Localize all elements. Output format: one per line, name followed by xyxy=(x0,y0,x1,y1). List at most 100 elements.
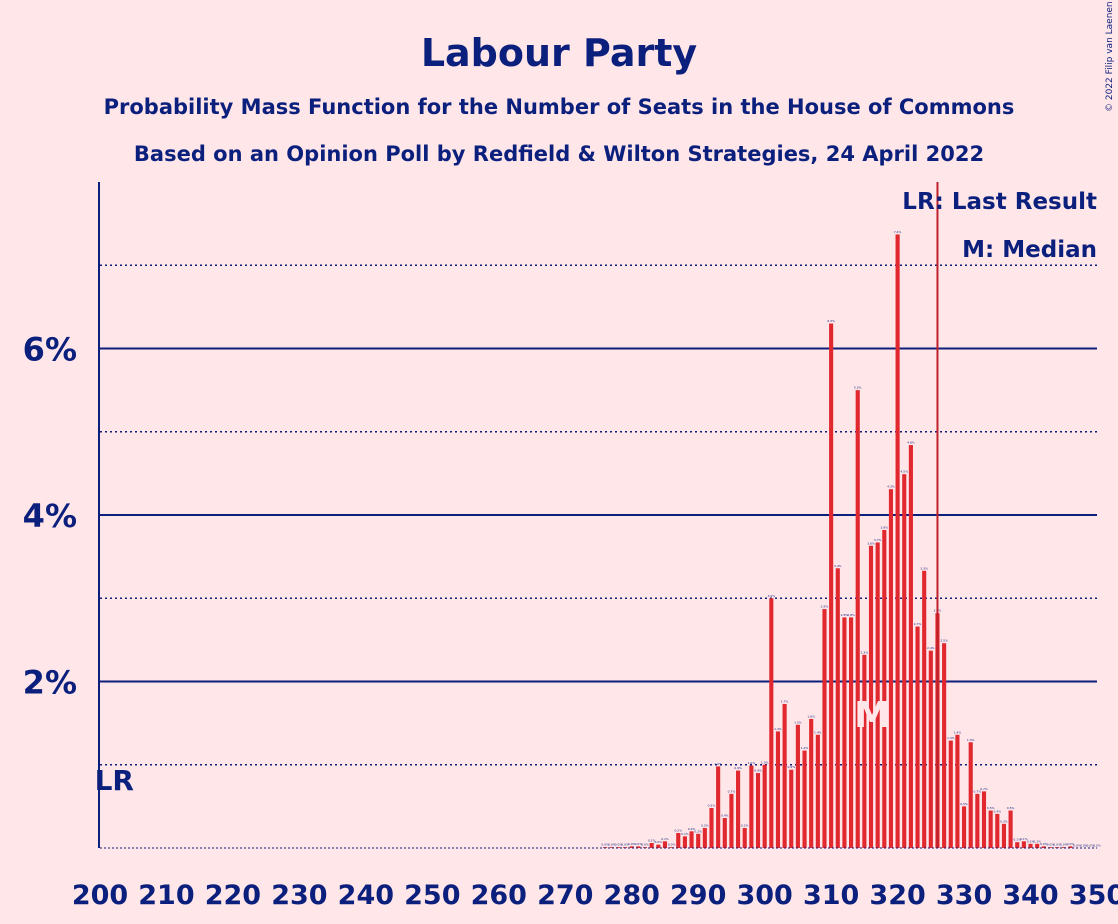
bar-label: 0.7% xyxy=(980,787,988,791)
bar-label: 0.0% xyxy=(655,840,663,844)
bar xyxy=(656,844,661,848)
bar-label: 0.0% xyxy=(621,843,629,847)
bar xyxy=(928,650,933,848)
bar-label: 0.0% xyxy=(1080,844,1088,848)
bar-label: 0.7% xyxy=(728,789,736,793)
bar-label: 0.2% xyxy=(741,824,749,828)
bar-label: 0.2% xyxy=(674,829,682,833)
gridlines xyxy=(100,264,1097,766)
bar xyxy=(749,765,754,848)
x-tick-label: 330 xyxy=(936,880,992,911)
x-tick-label: 240 xyxy=(338,880,394,911)
bar xyxy=(902,474,907,848)
bar-label: 3.6% xyxy=(867,541,875,545)
last-result-marker: LR xyxy=(95,764,134,797)
bar xyxy=(815,734,820,848)
bar-label: 0.3% xyxy=(1000,819,1008,823)
bar xyxy=(962,806,967,848)
x-tick-label: 340 xyxy=(1002,880,1058,911)
bar xyxy=(662,841,668,848)
x-tick-label: 350 xyxy=(1069,880,1118,911)
bar xyxy=(868,545,874,848)
bar-label: 1.5% xyxy=(794,720,802,724)
bar xyxy=(915,626,920,848)
bar-label: 0.0% xyxy=(1073,844,1081,848)
y-tick-label: 6% xyxy=(23,331,77,369)
x-axis-ticks: 200 210 220 230 240 250 260 270 280 290 300 310 320 3… xyxy=(72,880,1118,911)
x-tick-label: 300 xyxy=(736,880,792,911)
bar xyxy=(702,828,707,848)
bar-label: 0.1% xyxy=(1033,839,1041,843)
bar-label: 0.0% xyxy=(615,843,623,847)
bar-label: 0.1% xyxy=(1020,837,1028,841)
bar-label: 1.4% xyxy=(774,727,782,731)
bar xyxy=(1021,841,1026,848)
x-tick-label: 280 xyxy=(604,880,660,911)
bar-label: 0.0% xyxy=(1053,843,1061,847)
y-axis-ticks: 2% 4% 6% xyxy=(23,331,77,702)
bar xyxy=(809,718,814,848)
bar xyxy=(988,810,993,848)
bar xyxy=(888,489,894,848)
bar xyxy=(882,529,887,848)
bar-label: 0.1% xyxy=(1013,838,1021,842)
bars-group xyxy=(603,234,1073,848)
bar-label: 0.2% xyxy=(701,824,709,828)
bar xyxy=(722,818,727,848)
x-tick-label: 310 xyxy=(803,880,859,911)
bar-label: 0.0% xyxy=(1060,843,1068,847)
bar-label: 0.1% xyxy=(661,837,669,841)
bar xyxy=(875,542,880,848)
bar-label: 2.7% xyxy=(914,622,922,626)
bar-label: 0.0% xyxy=(635,842,643,846)
bar xyxy=(908,445,913,848)
bar xyxy=(942,643,947,848)
bar-label: 0.2% xyxy=(694,829,702,833)
chart-title: Labour Party xyxy=(421,31,698,75)
bar xyxy=(609,847,614,848)
bar-label: 2.8% xyxy=(841,613,849,617)
bar-label: 1.7% xyxy=(781,699,789,703)
bar-label: 2.9% xyxy=(821,605,829,609)
x-tick-label: 320 xyxy=(869,880,925,911)
bar-label: 3.3% xyxy=(920,566,928,570)
bar-label: 2.3% xyxy=(861,650,869,654)
bar xyxy=(689,831,694,848)
bar xyxy=(849,617,854,848)
chart-subtitle-source: Based on an Opinion Poll by Redfield & W… xyxy=(134,142,984,166)
y-tick-label: 4% xyxy=(23,497,77,535)
bar-label: 0.1% xyxy=(681,832,689,836)
bar xyxy=(842,617,847,848)
bar xyxy=(629,846,634,848)
bar-value-labels: 0.0% 0.0% 0.0% 0.0% 0.0% 0.0% 0.0%0.1% 0.0%0.1%… xyxy=(601,230,1101,848)
bar-label: 1.0% xyxy=(761,760,769,764)
bar xyxy=(862,654,867,848)
bar xyxy=(922,570,927,848)
bar-label: 0.9% xyxy=(787,765,795,769)
bar-label: 0.5% xyxy=(987,806,995,810)
bar xyxy=(649,843,654,848)
bar-label: 1.3% xyxy=(947,736,955,740)
bar xyxy=(676,833,681,848)
bar-label: 0.9% xyxy=(754,769,762,773)
bar xyxy=(829,323,834,848)
bar xyxy=(729,793,734,848)
bar-label: 0.0% xyxy=(1040,842,1048,846)
bar xyxy=(1068,846,1073,848)
x-tick-label: 220 xyxy=(205,880,261,911)
copyright-notice: © 2022 Filip van Laenen xyxy=(1105,1,1115,112)
y-tick-label: 2% xyxy=(23,664,77,702)
bar-label: 5.5% xyxy=(854,386,862,390)
bar-label: 1.3% xyxy=(967,738,975,742)
x-tick-label: 200 xyxy=(72,880,128,911)
bar xyxy=(742,828,747,848)
x-tick-label: 250 xyxy=(404,880,460,911)
bar xyxy=(1015,842,1020,848)
bar-label: 0.5% xyxy=(708,804,716,808)
bar xyxy=(968,742,973,848)
bar xyxy=(775,731,781,848)
bar-label: 3.7% xyxy=(874,538,882,542)
bar-label: 0.7% xyxy=(974,789,982,793)
bar-label: 0.5% xyxy=(960,802,968,806)
bar-label: 2.8% xyxy=(847,613,855,617)
